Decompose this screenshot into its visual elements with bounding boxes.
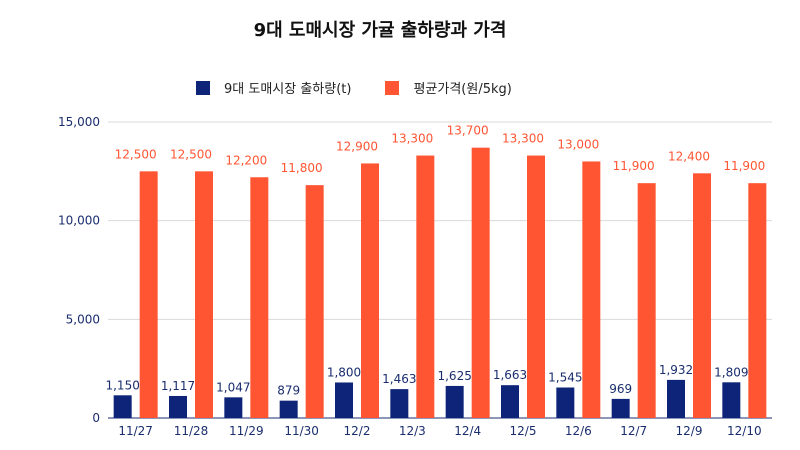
- x-tick-label: 12/10: [727, 424, 762, 438]
- shipment-value-label: 1,809: [714, 365, 748, 379]
- shipment-bar: [224, 397, 243, 418]
- shipment-bar: [667, 379, 685, 418]
- shipment-value-label: 1,663: [493, 368, 527, 382]
- x-tick-label: 12/3: [399, 424, 426, 438]
- price-bar: [471, 147, 490, 419]
- legend-item-price: 평균가격(원/5kg): [385, 78, 512, 97]
- shipment-value-label: 1,150: [105, 378, 139, 392]
- shipment-bar: [335, 382, 353, 418]
- price-value-label: 12,900: [336, 139, 378, 153]
- chart-title: 9대 도매시장 가귤 출하량과 가격: [253, 20, 507, 41]
- x-tick-label: 12/9: [676, 424, 703, 438]
- x-tick-label: 11/28: [174, 424, 209, 438]
- shipment-value-label: 1,047: [216, 380, 250, 394]
- price-bar: [748, 183, 767, 418]
- shipment-value-label: 1,117: [161, 379, 195, 393]
- shipment-value-label: 1,932: [659, 363, 693, 377]
- shipment-value-label: 1,625: [437, 369, 471, 383]
- legend-swatch-price: [385, 80, 400, 95]
- price-bar: [250, 177, 269, 418]
- legend: 9대 도매시장 출하량(t) 평균가격(원/5kg): [196, 78, 546, 97]
- x-tick-label: 12/2: [344, 424, 371, 438]
- y-tick-label: 10,000: [58, 214, 100, 228]
- x-tick-label: 12/7: [620, 424, 647, 438]
- price-value-label: 11,900: [613, 159, 655, 173]
- price-bar: [637, 183, 656, 418]
- shipment-bar: [556, 387, 575, 418]
- price-value-label: 13,700: [447, 124, 489, 138]
- price-value-label: 11,900: [723, 159, 765, 173]
- shipment-bar: [390, 389, 409, 418]
- price-value-label: 12,200: [225, 153, 267, 167]
- price-bar: [416, 155, 435, 418]
- x-tick-label: 12/5: [510, 424, 537, 438]
- price-bar: [195, 171, 213, 418]
- shipment-bar: [279, 400, 298, 418]
- shipment-value-label: 1,463: [382, 372, 416, 386]
- price-value-label: 12,500: [170, 147, 212, 161]
- legend-swatch-shipment: [196, 80, 210, 95]
- shipment-bar: [722, 382, 741, 418]
- shipment-bar: [169, 395, 187, 418]
- shipment-value-label: 969: [609, 382, 632, 396]
- price-value-label: 12,400: [668, 149, 710, 163]
- legend-label-shipment: 9대 도매시장 출하량(t): [224, 82, 352, 97]
- x-tick-label: 12/4: [454, 424, 481, 438]
- price-bar: [582, 161, 601, 418]
- shipment-bar: [611, 398, 630, 418]
- legend-item-shipment: 9대 도매시장 출하량(t): [196, 78, 351, 97]
- x-tick-label: 11/30: [284, 424, 319, 438]
- x-tick-label: 11/29: [229, 424, 264, 438]
- price-bar: [693, 173, 711, 418]
- x-tick-label: 12/6: [565, 424, 592, 438]
- price-value-label: 11,800: [281, 161, 323, 175]
- price-bar: [527, 155, 545, 418]
- price-value-label: 12,500: [115, 147, 157, 161]
- price-bar: [139, 171, 158, 418]
- price-bar: [361, 163, 379, 418]
- shipment-value-label: 1,545: [548, 371, 582, 385]
- x-tick-label: 11/27: [118, 424, 153, 438]
- price-bar: [305, 185, 324, 418]
- price-value-label: 13,000: [557, 137, 599, 151]
- shipment-bar: [445, 385, 464, 418]
- shipment-value-label: 879: [277, 384, 300, 398]
- y-tick-label: 15,000: [58, 115, 100, 129]
- shipment-value-label: 1,800: [327, 365, 361, 379]
- shipment-bar: [501, 385, 519, 418]
- legend-label-price: 평균가격(원/5kg): [413, 82, 512, 97]
- price-value-label: 13,300: [502, 132, 544, 146]
- y-tick-label: 0: [92, 411, 100, 425]
- y-tick-label: 5,000: [66, 312, 100, 326]
- shipment-bar: [113, 395, 132, 418]
- price-value-label: 13,300: [391, 132, 433, 146]
